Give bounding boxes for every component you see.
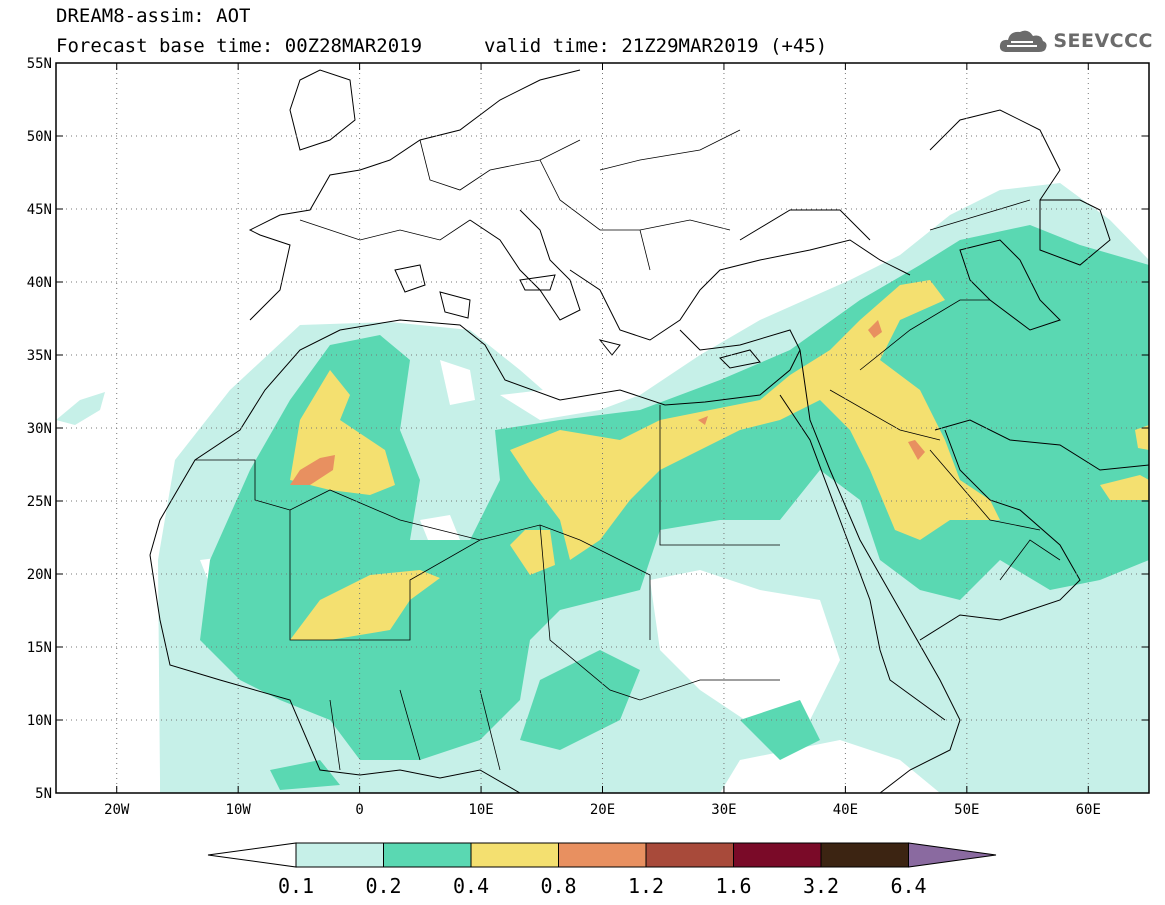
colorbar-swatch [733, 842, 822, 868]
lon-tick-label: 20E [590, 802, 615, 818]
country-borders [195, 129, 1061, 771]
colorbar-swatch [470, 842, 559, 868]
lat-tick-label: 50N [27, 129, 52, 145]
valid-time: valid time: 21Z29MAR2019 (+45) [484, 35, 828, 57]
grid-lines [56, 63, 1149, 793]
colorbar-swatch [295, 842, 384, 868]
colorbar: 0.1 0.2 0.4 0.8 1.2 1.6 3.2 6.4 [207, 842, 997, 898]
lat-tick-label: 25N [27, 494, 52, 510]
colorbar-label: 1.6 [715, 874, 751, 898]
lon-tick-label: 10W [226, 802, 252, 818]
aot-contour-0-8 [290, 320, 925, 485]
lat-tick-label: 10N [27, 713, 52, 729]
lon-tick-label: 20W [104, 802, 130, 818]
lat-tick-label: 35N [27, 348, 52, 364]
forecast-times: Forecast base time: 00Z28MAR2019 valid ti… [56, 36, 827, 56]
colorbar-label: 3.2 [803, 874, 839, 898]
lon-tick-label: 60E [1076, 802, 1101, 818]
colorbar-label: 0.8 [540, 874, 576, 898]
lat-axis: 5N 10N 15N 20N 25N 30N 35N 40N 45N 50N 55N [27, 56, 1149, 802]
logo-text: SEEVCCC [1053, 30, 1153, 52]
lon-tick-label: 40E [833, 802, 858, 818]
cloud-logo-icon [1000, 30, 1047, 52]
colorbar-swatch [820, 842, 909, 868]
lon-tick-label: 0 [355, 802, 363, 818]
colorbar-label: 6.4 [890, 874, 926, 898]
lon-tick-label: 30E [711, 802, 736, 818]
colorbar-label: 1.2 [628, 874, 664, 898]
colorbar-swatch [558, 842, 647, 868]
lat-tick-label: 20N [27, 567, 52, 583]
colorbar-label: 0.2 [365, 874, 401, 898]
colorbar-swatch [383, 842, 472, 868]
base-time: Forecast base time: 00Z28MAR2019 [56, 35, 423, 57]
colorbar-label: 0.1 [278, 874, 314, 898]
lon-axis: 20W 10W 0 10E 20E 30E 40E 50E 60E [104, 63, 1101, 818]
lon-tick-label: 50E [954, 802, 979, 818]
lat-tick-label: 45N [27, 202, 52, 218]
aot-contour-0-2 [200, 225, 1149, 790]
lat-tick-label: 5N [35, 786, 52, 802]
map-title: DREAM8-assim: AOT [56, 5, 251, 27]
colorbar-lower-triangle [207, 842, 297, 868]
colorbar-swatch [645, 842, 734, 868]
lat-tick-label: 55N [27, 56, 52, 72]
lon-tick-label: 10E [468, 802, 493, 818]
colorbar-upper-triangle [908, 842, 997, 868]
coastlines [149, 69, 1149, 793]
lat-tick-label: 40N [27, 275, 52, 291]
lat-tick-label: 15N [27, 640, 52, 656]
lat-tick-label: 30N [27, 421, 52, 437]
colorbar-label: 0.4 [453, 874, 489, 898]
seevccc-logo: SEEVCCC [997, 26, 1153, 56]
